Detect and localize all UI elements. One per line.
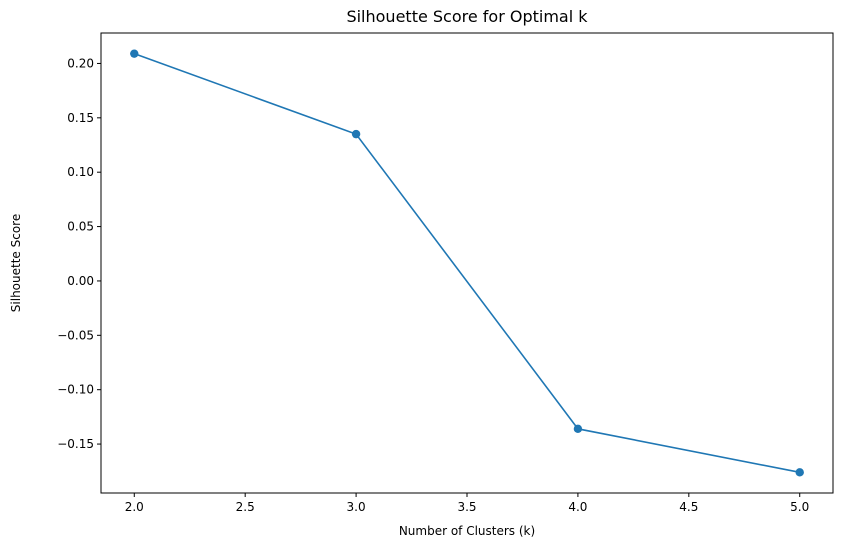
data-point xyxy=(795,468,804,477)
y-tick-label: −0.15 xyxy=(57,437,94,451)
plot-area xyxy=(130,49,804,477)
y-tick-label: 0.05 xyxy=(67,220,94,234)
data-point xyxy=(351,129,361,139)
y-tick-label: −0.05 xyxy=(57,328,94,342)
y-axis-label: Silhouette Score xyxy=(9,214,23,312)
x-axis: 2.0 2.5 3.0 3.5 4.0 4.5 5.0 xyxy=(125,493,809,514)
x-tick-label: 3.5 xyxy=(457,500,476,514)
data-point xyxy=(573,424,583,434)
y-axis: 0.20 0.15 0.10 0.05 0.00 −0.05 −0.10 −0.15 xyxy=(57,56,101,451)
series-line xyxy=(133,52,800,474)
y-tick-label: −0.10 xyxy=(57,383,94,397)
y-tick-label: 0.10 xyxy=(67,165,94,179)
axes-frame xyxy=(100,32,834,494)
x-tick-label: 2.0 xyxy=(125,500,144,514)
y-tick-label: 0.15 xyxy=(67,111,94,125)
x-tick-label: 2.5 xyxy=(236,500,255,514)
x-tick-label: 4.5 xyxy=(679,500,698,514)
y-tick-label: 0.00 xyxy=(67,274,94,288)
x-tick-label: 4.0 xyxy=(568,500,587,514)
x-tick-label: 5.0 xyxy=(790,500,809,514)
x-axis-label: Number of Clusters (k) xyxy=(399,524,535,538)
x-tick-label: 3.0 xyxy=(347,500,366,514)
chart-title: Silhouette Score for Optimal k xyxy=(346,7,588,26)
y-tick-label: 0.20 xyxy=(67,56,94,70)
data-point xyxy=(130,49,139,58)
